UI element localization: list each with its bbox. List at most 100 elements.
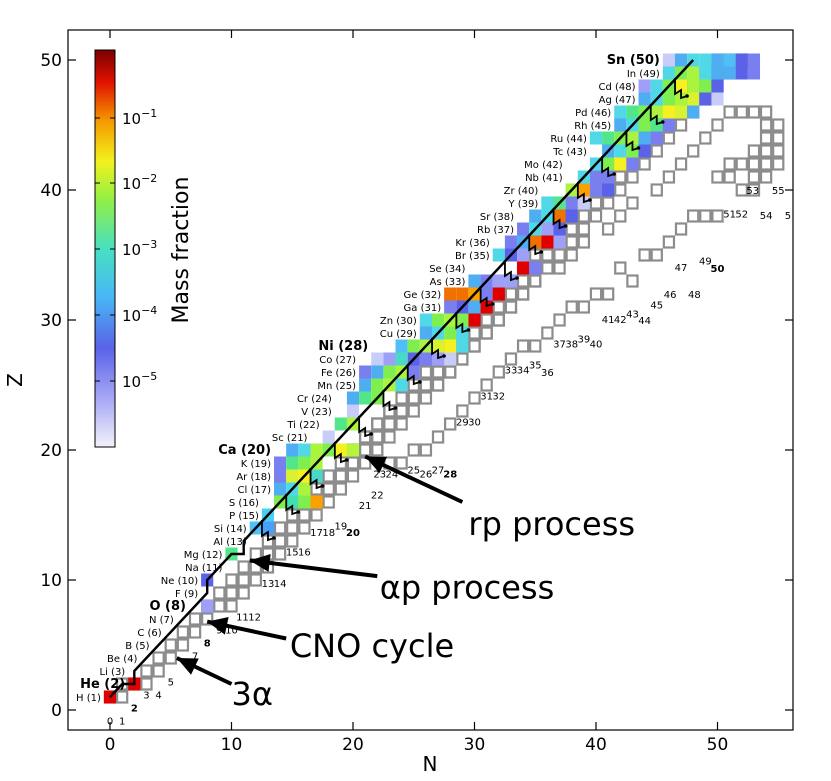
neutron-number-label: 44 [638, 316, 651, 327]
abundance-cell [395, 352, 408, 366]
element-label: In (49) [627, 69, 660, 80]
element-label: He (2) [80, 677, 125, 692]
nuclide-outline [772, 144, 785, 158]
abundance-cell [468, 274, 481, 288]
neutron-number-label: 13 [262, 579, 275, 590]
nuclide-outline [492, 300, 505, 314]
neutron-number-label: 42 [614, 315, 627, 326]
nuclide-outline [747, 144, 761, 158]
nuclide-outline [273, 521, 287, 535]
nuclide-outline [334, 469, 348, 483]
nuclide-outline [626, 170, 639, 184]
nuclide-outline [747, 105, 761, 119]
abundance-cell [444, 300, 457, 314]
element-label: Fe (26) [321, 368, 356, 379]
abundance-cell [687, 79, 700, 93]
nuclide-outline [614, 261, 627, 275]
y-tick-label: 50 [40, 51, 62, 71]
abundance-cell [359, 391, 372, 405]
flow-node [490, 302, 495, 306]
neutron-number-label: 34 [517, 366, 530, 377]
nuclide-outline [188, 612, 202, 626]
nuclide-outline [516, 339, 530, 353]
element-label: Rh (45) [574, 121, 611, 132]
element-label: Sr (38) [480, 212, 514, 223]
abundance-cell [662, 92, 675, 106]
nuclide-outline [419, 391, 433, 405]
abundance-cell [589, 131, 603, 145]
abundance-cell [626, 105, 639, 119]
abundance-cell [286, 495, 299, 509]
element-label: Cl (17) [238, 485, 272, 496]
element-label: C (6) [137, 628, 161, 639]
nuclide-outline [444, 417, 457, 431]
neutron-number-label: 5 [785, 211, 791, 222]
element-label: Si (14) [214, 524, 247, 535]
x-tick-label: 20 [342, 735, 364, 755]
annotation-arrow-head [365, 456, 388, 474]
abundance-cell [650, 105, 663, 119]
abundance-cell [626, 157, 639, 171]
flow-node [466, 328, 471, 332]
abundance-cell [359, 365, 372, 379]
abundance-cell [407, 339, 420, 353]
element-label: Pd (46) [575, 108, 611, 119]
abundance-cell [687, 105, 700, 119]
abundance-cell [711, 53, 724, 67]
element-label: Be (4) [107, 654, 137, 665]
nuclide-outline [759, 157, 773, 171]
neutron-number-label: 45 [650, 301, 663, 312]
element-label: Ag (47) [599, 95, 636, 106]
nuclide-outline [626, 274, 639, 288]
abundance-cell [444, 339, 457, 353]
nuclide-outline [504, 352, 518, 366]
nuclide-outline [395, 391, 408, 405]
abundance-cell [371, 352, 384, 366]
nuclide-outline [541, 326, 554, 340]
nuclide-outline [614, 170, 627, 184]
abundance-cell [674, 79, 688, 93]
nuclide-outline [601, 222, 615, 236]
nuclide-outline [456, 404, 469, 418]
x-tick-label: 0 [105, 735, 116, 755]
nuclide-outline [140, 677, 153, 691]
flow-zigzag [431, 338, 445, 360]
nuclide-outline [699, 131, 712, 145]
nuclide-outline [298, 521, 311, 535]
nuclide-outline [213, 599, 226, 613]
nuclide-outline [504, 300, 518, 314]
nuclide-outline [529, 339, 542, 353]
abundance-cell [602, 157, 615, 171]
nuclide-outline [662, 235, 676, 249]
abundance-cell [699, 92, 712, 106]
flow-zigzag [528, 234, 542, 256]
abundance-cell [504, 274, 518, 288]
nuclide-outline [759, 170, 773, 184]
abundance-cell [614, 105, 627, 119]
nuclide-outline [237, 586, 250, 600]
nuclide-outline [383, 430, 396, 444]
flow-node [320, 484, 325, 488]
abundance-cell [565, 196, 578, 210]
neutron-number-label: 15 [286, 548, 299, 559]
neutron-number-label: 4 [155, 691, 161, 702]
neutron-number-label: 26 [420, 470, 433, 481]
nuclide-outline [650, 248, 663, 262]
nuclide-outline [723, 170, 736, 184]
element-label: Sc (21) [272, 433, 308, 444]
flow-node [685, 94, 689, 98]
flow-zigzag [261, 520, 275, 542]
colorbar-tick-label: 10−1 [122, 107, 157, 128]
nuclide-outline [492, 365, 505, 379]
neutron-number-label: 21 [359, 501, 372, 512]
nuclide-outline [176, 625, 190, 639]
nuclide-outline [444, 365, 457, 379]
annotation-arrow-head [176, 658, 199, 675]
abundance-cell [334, 443, 347, 457]
flow-node [515, 276, 519, 280]
neutron-number-label: 29 [456, 418, 469, 429]
neutron-number-label: 40 [590, 340, 603, 351]
neutron-number-label: 49 [699, 256, 712, 267]
abundance-cell [662, 105, 675, 119]
nuclide-outline [407, 404, 420, 418]
